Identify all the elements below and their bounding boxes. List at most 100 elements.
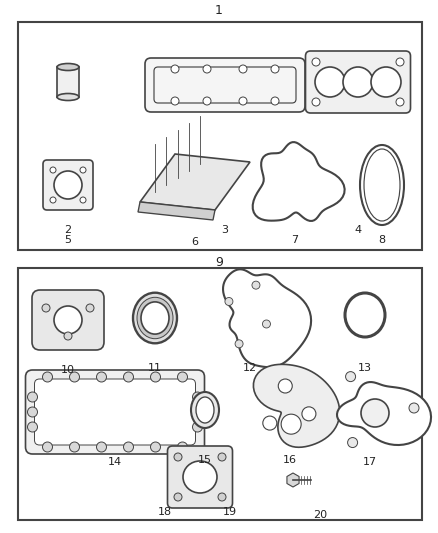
Polygon shape: [254, 365, 340, 447]
Text: 8: 8: [378, 235, 385, 245]
Circle shape: [174, 493, 182, 501]
Circle shape: [174, 453, 182, 461]
Bar: [18, 22, 422, 250]
Circle shape: [80, 167, 86, 173]
Circle shape: [171, 97, 179, 105]
Text: 7: 7: [291, 235, 299, 245]
Bar: [57, 67, 79, 97]
Ellipse shape: [57, 93, 79, 101]
Circle shape: [396, 58, 404, 66]
Circle shape: [96, 442, 106, 452]
Polygon shape: [223, 269, 311, 367]
Circle shape: [278, 379, 292, 393]
Circle shape: [312, 58, 320, 66]
Text: 14: 14: [108, 457, 122, 467]
Ellipse shape: [137, 297, 173, 338]
FancyBboxPatch shape: [43, 160, 93, 210]
Circle shape: [151, 372, 160, 382]
Circle shape: [42, 372, 53, 382]
Circle shape: [64, 332, 72, 340]
Circle shape: [343, 67, 373, 97]
Text: 12: 12: [243, 363, 257, 373]
Circle shape: [42, 304, 50, 312]
Text: 20: 20: [313, 510, 327, 520]
Circle shape: [151, 442, 160, 452]
Circle shape: [239, 97, 247, 105]
Circle shape: [281, 414, 301, 434]
Ellipse shape: [191, 392, 219, 428]
Text: 11: 11: [148, 363, 162, 373]
FancyBboxPatch shape: [154, 67, 296, 103]
FancyBboxPatch shape: [35, 379, 195, 445]
Text: 18: 18: [158, 507, 172, 517]
Circle shape: [302, 407, 316, 421]
Text: 16: 16: [283, 455, 297, 465]
Text: 10: 10: [61, 365, 75, 375]
Circle shape: [252, 281, 260, 289]
Circle shape: [50, 197, 56, 203]
Polygon shape: [140, 154, 250, 210]
Ellipse shape: [345, 293, 385, 337]
Circle shape: [96, 372, 106, 382]
Circle shape: [192, 422, 202, 432]
Ellipse shape: [133, 293, 177, 343]
Circle shape: [218, 453, 226, 461]
Ellipse shape: [141, 302, 169, 334]
Text: 2: 2: [64, 225, 71, 235]
Polygon shape: [337, 382, 431, 445]
Ellipse shape: [183, 461, 217, 493]
Circle shape: [203, 65, 211, 73]
Circle shape: [361, 399, 389, 427]
Circle shape: [70, 442, 80, 452]
Text: 9: 9: [215, 255, 223, 269]
Text: 6: 6: [191, 237, 198, 247]
Circle shape: [192, 407, 202, 417]
Circle shape: [50, 167, 56, 173]
Circle shape: [28, 422, 38, 432]
Text: 19: 19: [223, 507, 237, 517]
Ellipse shape: [196, 397, 214, 423]
Circle shape: [409, 403, 419, 413]
Circle shape: [346, 372, 356, 382]
Ellipse shape: [364, 149, 400, 221]
Polygon shape: [287, 473, 299, 487]
Text: 1: 1: [215, 4, 223, 17]
Circle shape: [263, 416, 277, 430]
Circle shape: [177, 442, 187, 452]
Circle shape: [203, 97, 211, 105]
Circle shape: [70, 372, 80, 382]
Polygon shape: [138, 202, 215, 220]
Circle shape: [271, 97, 279, 105]
Text: 17: 17: [363, 457, 377, 467]
Circle shape: [225, 297, 233, 305]
Ellipse shape: [360, 145, 404, 225]
Circle shape: [192, 392, 202, 402]
Ellipse shape: [57, 63, 79, 70]
FancyBboxPatch shape: [25, 370, 205, 454]
Circle shape: [271, 65, 279, 73]
Circle shape: [396, 98, 404, 106]
Circle shape: [171, 65, 179, 73]
FancyBboxPatch shape: [167, 446, 233, 508]
Circle shape: [315, 67, 345, 97]
Circle shape: [42, 442, 53, 452]
Circle shape: [124, 372, 134, 382]
Circle shape: [371, 67, 401, 97]
Circle shape: [218, 493, 226, 501]
Circle shape: [312, 98, 320, 106]
Text: 5: 5: [64, 235, 71, 245]
Circle shape: [28, 392, 38, 402]
Circle shape: [262, 320, 270, 328]
Text: 4: 4: [354, 225, 361, 235]
Circle shape: [177, 372, 187, 382]
Circle shape: [54, 171, 82, 199]
Text: 15: 15: [198, 455, 212, 465]
Circle shape: [124, 442, 134, 452]
Circle shape: [348, 438, 357, 448]
Circle shape: [86, 304, 94, 312]
FancyBboxPatch shape: [32, 290, 104, 350]
Circle shape: [239, 65, 247, 73]
Bar: [18, 268, 422, 520]
Text: 13: 13: [358, 363, 372, 373]
Circle shape: [235, 340, 243, 348]
